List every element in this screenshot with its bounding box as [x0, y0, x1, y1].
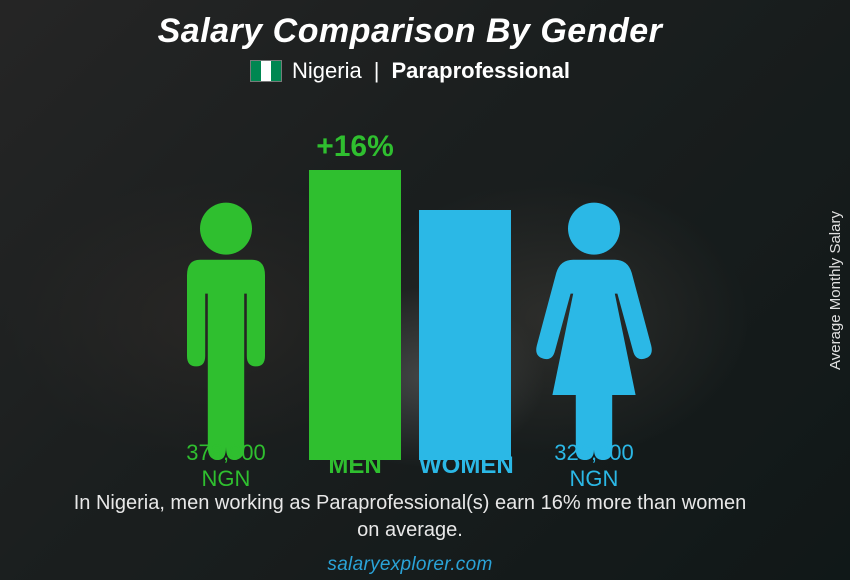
flag-stripe	[271, 61, 281, 81]
men-bar	[309, 170, 401, 460]
women-salary: 326,000 NGN	[529, 440, 659, 492]
country-label: Nigeria	[292, 58, 362, 84]
bottom-labels: 378,000 NGN MEN WOMEN 326,000 NGN	[0, 440, 820, 492]
men-bar-col: +16%	[309, 100, 401, 460]
pct-label: +16%	[316, 130, 394, 164]
women-icon-col	[529, 100, 659, 460]
role-label: Paraprofessional	[391, 58, 570, 84]
nigeria-flag-icon	[250, 60, 282, 82]
infographic-container: Salary Comparison By Gender Nigeria | Pa…	[0, 0, 850, 580]
women-bar-col	[419, 100, 511, 460]
divider: |	[374, 58, 380, 84]
man-icon	[161, 200, 291, 460]
description-text: In Nigeria, men working as Paraprofessio…	[60, 490, 760, 544]
side-label-wrap: Average Monthly Salary	[820, 0, 850, 580]
women-bar	[419, 210, 511, 460]
men-gender-label: MEN	[309, 452, 401, 480]
flag-stripe	[261, 61, 271, 81]
flag-stripe	[251, 61, 261, 81]
footer-link: salaryexplorer.com	[0, 554, 820, 576]
men-salary: 378,000 NGN	[161, 440, 291, 492]
women-gender-label: WOMEN	[419, 452, 511, 480]
subtitle-row: Nigeria | Paraprofessional	[0, 58, 820, 84]
men-icon-col	[161, 100, 291, 460]
woman-icon	[529, 200, 659, 460]
chart-area: +16%	[0, 100, 820, 460]
y-axis-label: Average Monthly Salary	[827, 211, 844, 370]
main-title: Salary Comparison By Gender	[0, 12, 820, 51]
